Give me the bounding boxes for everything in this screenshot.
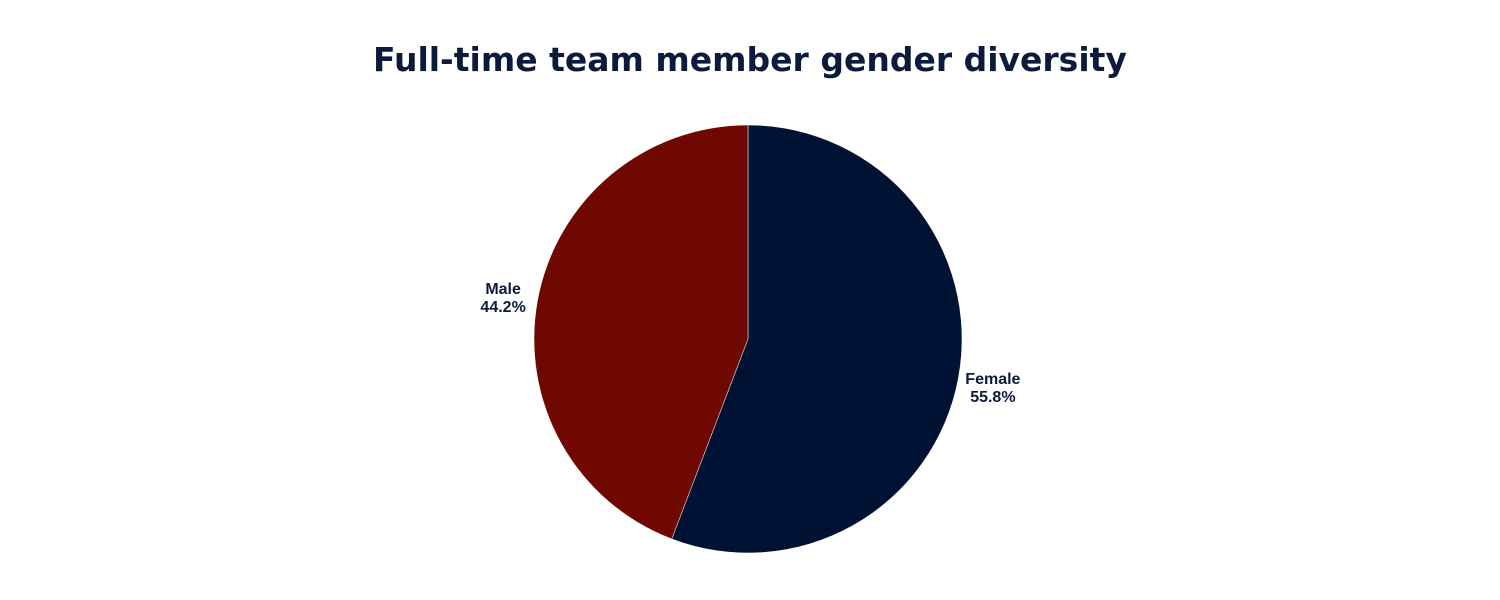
pie-slice-male — [533, 124, 749, 540]
chart-title: Full-time team member gender diversity — [373, 40, 1127, 79]
slice-value-female: 55.8% — [970, 389, 1015, 406]
slice-label-female: Female — [965, 371, 1020, 388]
pie-slice-female — [671, 124, 963, 554]
slice-value-male: 44.2% — [480, 299, 525, 316]
slice-label-male: Male — [485, 281, 521, 298]
